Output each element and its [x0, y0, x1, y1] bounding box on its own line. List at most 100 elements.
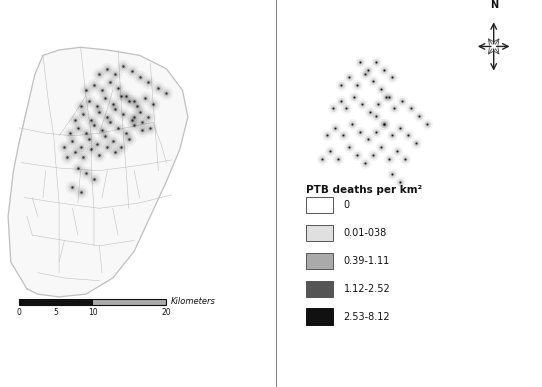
- Point: [388, 132, 396, 139]
- Point: [60, 144, 69, 150]
- Point: [114, 125, 122, 131]
- Point: [95, 71, 104, 77]
- Point: [350, 94, 359, 100]
- Bar: [306, 281, 333, 297]
- Point: [385, 94, 393, 100]
- Point: [398, 98, 407, 104]
- Point: [130, 98, 139, 104]
- Point: [130, 114, 139, 120]
- Point: [379, 67, 388, 73]
- Point: [328, 105, 337, 111]
- Point: [406, 105, 415, 111]
- Point: [143, 79, 152, 85]
- Point: [355, 128, 364, 135]
- Point: [366, 109, 375, 115]
- Point: [406, 105, 415, 111]
- Bar: [306, 197, 333, 213]
- Point: [345, 74, 353, 80]
- Point: [68, 138, 77, 144]
- Point: [403, 132, 412, 139]
- Point: [360, 159, 369, 166]
- Point: [117, 92, 125, 99]
- Point: [388, 74, 396, 80]
- Point: [66, 130, 74, 136]
- Point: [68, 138, 77, 144]
- Point: [406, 105, 415, 111]
- Point: [396, 125, 404, 131]
- Point: [135, 109, 144, 115]
- Point: [347, 121, 356, 127]
- Point: [66, 130, 74, 136]
- Point: [95, 109, 104, 115]
- Point: [103, 114, 112, 120]
- Point: [119, 63, 128, 69]
- Point: [60, 144, 69, 150]
- Point: [140, 95, 149, 101]
- Point: [111, 149, 120, 155]
- Point: [130, 98, 139, 104]
- Point: [81, 87, 90, 93]
- Point: [146, 125, 154, 131]
- Point: [143, 114, 152, 120]
- Point: [81, 170, 90, 176]
- Point: [363, 136, 372, 142]
- Point: [79, 111, 88, 118]
- Point: [138, 119, 146, 125]
- Point: [76, 103, 85, 110]
- Point: [345, 144, 353, 150]
- Point: [68, 138, 77, 144]
- Point: [76, 144, 85, 150]
- Point: [339, 132, 348, 139]
- Point: [135, 109, 144, 115]
- Point: [117, 92, 125, 99]
- Point: [138, 119, 146, 125]
- Point: [388, 171, 396, 177]
- Point: [114, 84, 122, 91]
- Point: [138, 127, 146, 134]
- Point: [371, 59, 380, 65]
- Point: [79, 111, 88, 118]
- Point: [149, 101, 157, 107]
- Text: 2.53-8.12: 2.53-8.12: [344, 312, 390, 322]
- Point: [328, 105, 337, 111]
- Point: [377, 86, 385, 92]
- Point: [345, 74, 353, 80]
- Point: [122, 92, 131, 99]
- Point: [106, 119, 114, 125]
- Point: [334, 156, 343, 162]
- Point: [103, 144, 112, 150]
- Point: [103, 114, 112, 120]
- Point: [379, 121, 388, 127]
- Point: [355, 59, 364, 65]
- Point: [79, 154, 88, 160]
- Point: [127, 68, 136, 75]
- Point: [60, 144, 69, 150]
- Point: [369, 152, 377, 158]
- Point: [350, 94, 359, 100]
- Point: [345, 74, 353, 80]
- Point: [390, 105, 399, 111]
- Point: [100, 133, 109, 139]
- Bar: [19, 299, 166, 305]
- Point: [388, 132, 396, 139]
- Point: [89, 82, 98, 88]
- Point: [81, 130, 90, 136]
- Point: [114, 125, 122, 131]
- Point: [360, 70, 369, 77]
- Point: [138, 119, 146, 125]
- Point: [377, 144, 385, 150]
- Point: [352, 152, 361, 158]
- Point: [331, 125, 340, 131]
- Point: [130, 122, 139, 128]
- Point: [98, 87, 106, 93]
- Point: [87, 116, 95, 123]
- Point: [127, 116, 136, 123]
- Point: [337, 82, 345, 88]
- Point: [76, 189, 85, 195]
- Point: [122, 92, 131, 99]
- Point: [111, 71, 120, 77]
- Point: [369, 78, 377, 84]
- Point: [95, 152, 104, 158]
- Point: [130, 98, 139, 104]
- Point: [100, 95, 109, 101]
